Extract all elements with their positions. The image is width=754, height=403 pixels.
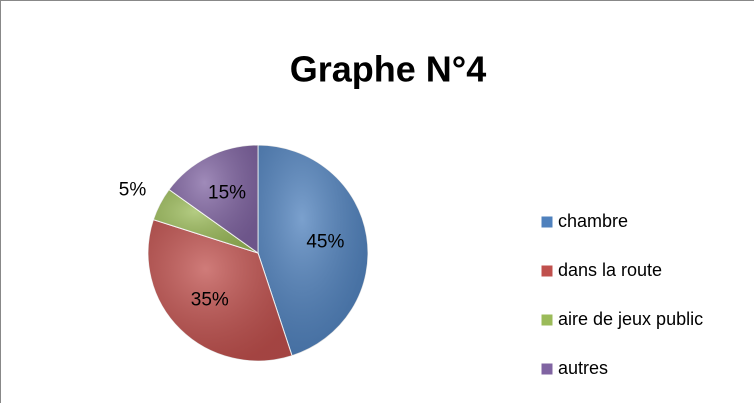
legend-label: dans la route (558, 260, 662, 280)
legend-label: autres (558, 358, 608, 378)
legend-swatch (540, 362, 554, 376)
legend: chambre dans la route aire de jeux public a… (540, 211, 703, 378)
legend-label: chambre (558, 211, 628, 231)
data-label: 35% (191, 289, 229, 310)
data-label: 15% (208, 182, 246, 203)
chart-title: Graphe N°4 (290, 49, 486, 90)
data-label: 45% (306, 232, 344, 253)
legend-swatch (540, 215, 554, 229)
legend-label: aire de jeux public (558, 309, 703, 329)
legend-swatch (540, 313, 554, 327)
data-label: 5% (119, 179, 147, 200)
legend-swatch (540, 264, 554, 278)
